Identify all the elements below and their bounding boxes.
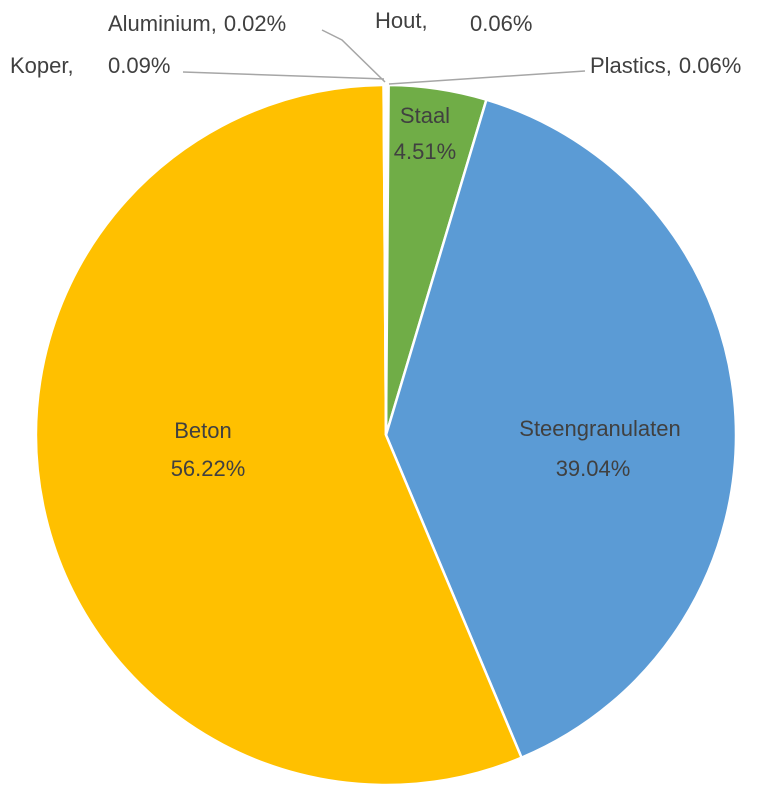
label-part: Koper — [10, 53, 68, 78]
label-part: Aluminium — [108, 11, 211, 36]
pie-slice — [384, 98, 738, 760]
data-label: Steengranulaten — [519, 416, 680, 441]
data-label: Hout, — [375, 8, 428, 33]
leader-line — [321, 29, 386, 83]
data-label: Aluminium, 0.02% — [108, 11, 286, 36]
label-part: , — [421, 8, 427, 33]
data-label: Koper, — [10, 53, 74, 78]
label-part: , — [68, 53, 74, 78]
label-part: , — [666, 53, 672, 78]
data-label: Plastics, 0.06% — [590, 53, 741, 78]
data-label: Staal — [400, 103, 450, 128]
data-label: 4.51% — [394, 139, 456, 164]
label-part: 0.02% — [224, 11, 286, 36]
pie-slice — [34, 83, 524, 785]
data-label: 0.06% — [470, 11, 532, 36]
label-part: Plastics — [590, 53, 666, 78]
leader-line — [182, 71, 385, 80]
leader-line — [388, 70, 586, 85]
data-label: Beton — [174, 418, 232, 443]
label-part: Hout — [375, 8, 421, 33]
data-label: 0.09% — [108, 53, 170, 78]
data-label: 56.22% — [171, 456, 246, 481]
label-part: 0.06% — [679, 53, 741, 78]
label-part: , — [211, 11, 217, 36]
data-label: 39.04% — [556, 456, 631, 481]
